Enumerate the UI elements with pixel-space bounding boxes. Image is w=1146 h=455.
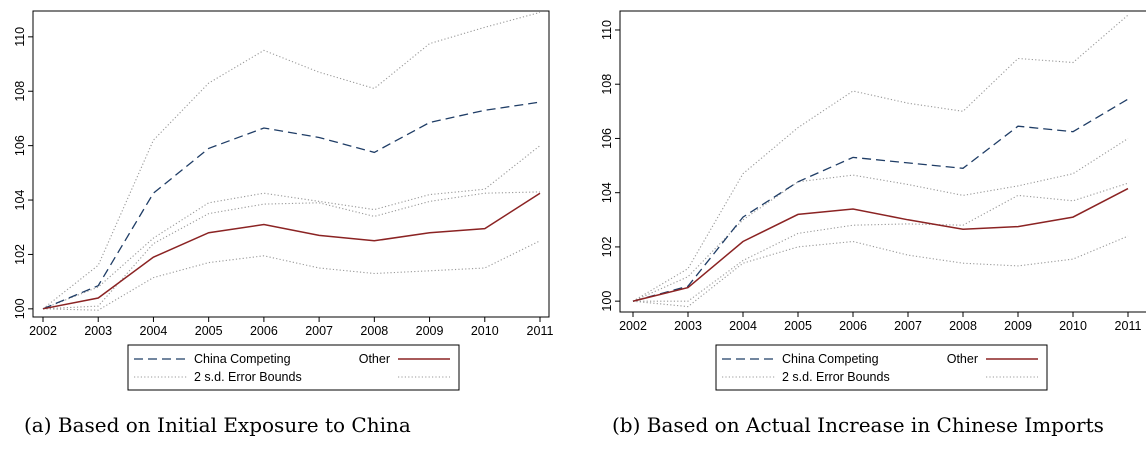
x-tick-label: 2003 [674,319,702,333]
x-tick-label: 2006 [839,319,867,333]
chart-panel-b: 100 102 104 106 108 110 2002 2003 2004 2005 2006 20… [600,10,1146,391]
legend-label: 2 s.d. Error Bounds [194,370,302,384]
x-tick-label: 2005 [195,324,223,338]
x-tick-label: 2009 [416,324,444,338]
x-tick-label: 2004 [140,324,168,338]
x-tick-label: 2002 [29,324,57,338]
x-tick-label: 2002 [619,319,647,333]
x-tick-label: 2010 [471,324,499,338]
y-tick-label: 106 [13,135,27,156]
x-tick-label: 2008 [949,319,977,333]
y-tick-label: 104 [600,182,614,203]
x-tick-label: 2011 [527,324,554,338]
x-tick-label: 2008 [360,324,388,338]
x-tick-label: 2006 [250,324,278,338]
error-bound-line [632,14,1129,302]
y-tick-label: 104 [13,190,27,211]
error-bound-line [632,235,1129,308]
caption-b: (b) Based on Actual Increase in Chinese … [612,413,1104,437]
error-bound-line [633,182,1129,302]
x-tick-label: 2009 [1004,319,1032,333]
x-tick-label: 2004 [729,319,757,333]
y-tick-label: 102 [600,236,614,257]
y-tick-label: 102 [13,244,27,265]
y-tick-label: 108 [13,81,27,102]
series-line-other [632,187,1129,302]
legend-box [715,344,1048,391]
series-line-china-competing [632,98,1129,302]
x-tick-label: 2005 [784,319,812,333]
chart-panel-a: 100 102 104 106 108 110 2002 2003 2004 2005 2006 20… [13,10,554,391]
x-tick-label: 2011 [1115,319,1142,333]
plot-frame [619,10,1146,313]
x-tick-label: 2003 [84,324,112,338]
legend: China Competing Other 2 s.d. Error Bounds [715,344,1048,391]
error-bound-line [42,145,541,310]
series-line-other [42,192,541,310]
error-bound-line [632,138,1129,302]
legend-label: China Competing [782,352,879,366]
legend-label: Other [947,352,978,366]
plot-frame [32,10,550,318]
x-tick-label: 2010 [1059,319,1087,333]
y-tick-label: 110 [600,20,614,40]
legend-label: China Competing [194,352,291,366]
legend-label: 2 s.d. Error Bounds [782,370,890,384]
y-tick-label: 106 [600,128,614,149]
y-tick-label: 100 [13,298,27,319]
y-tick-label: 110 [13,27,27,47]
series-line-china-competing [42,101,541,310]
y-tick-label: 108 [600,74,614,95]
x-tick-label: 2007 [305,324,333,338]
x-tick-label: 2007 [894,319,922,333]
legend: China Competing Other 2 s.d. Error Bounds [127,344,460,391]
legend-box [127,344,460,391]
legend-label: Other [359,352,390,366]
y-tick-label: 100 [600,291,614,312]
caption-a: (a) Based on Initial Exposure to China [24,413,411,437]
